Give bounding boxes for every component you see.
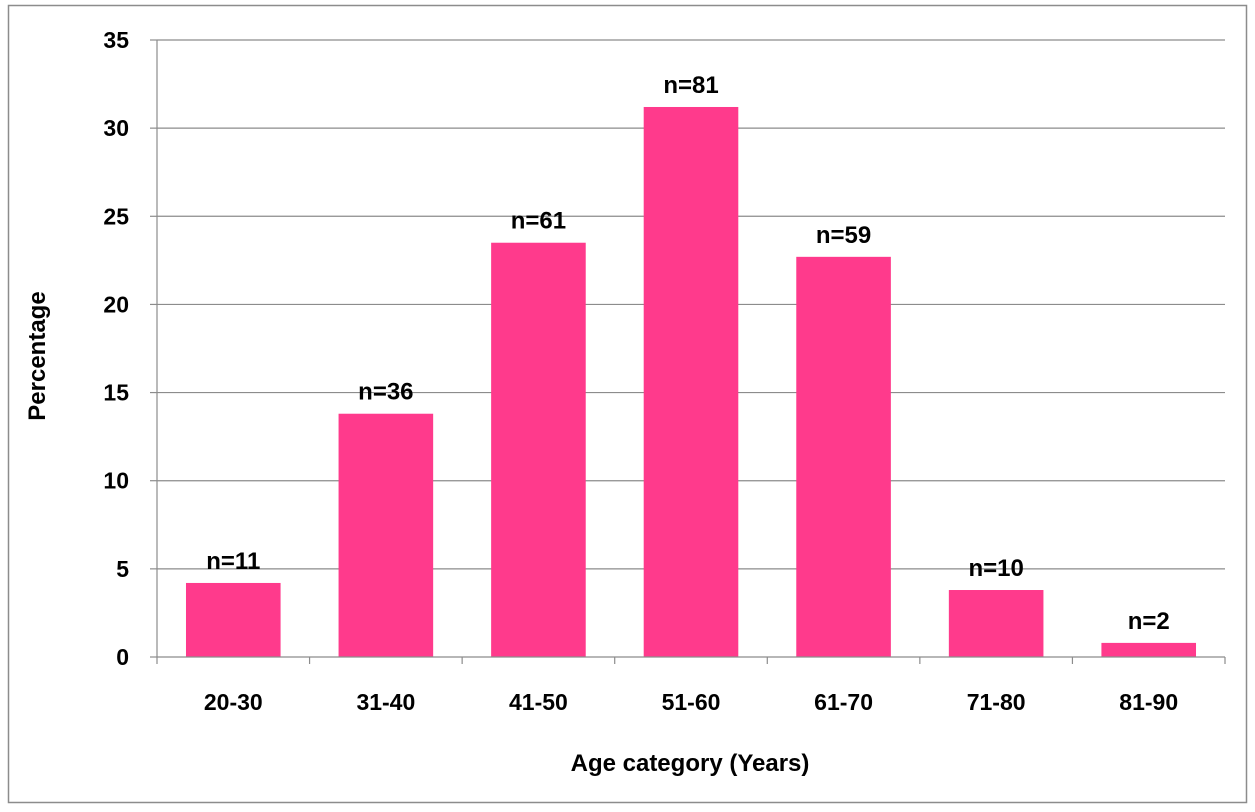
chart-frame xyxy=(7,4,1248,804)
bar-41-50 xyxy=(491,242,586,657)
data-label: n=11 xyxy=(206,548,260,575)
y-tick-label: 5 xyxy=(116,556,129,582)
labels: 0 5 10 15 20 25 30 35 20-30 n=11 31-40 n=36 41-50 n=6… xyxy=(103,27,1178,715)
data-label: n=81 xyxy=(663,72,718,99)
x-tick-label: 20-30 xyxy=(204,689,263,715)
data-label: n=36 xyxy=(358,379,413,406)
x-tick-label: 31-40 xyxy=(356,689,415,715)
x-tick-label: 71-80 xyxy=(967,689,1026,715)
x-tick-label: 61-70 xyxy=(814,689,873,715)
y-tick-label: 10 xyxy=(103,468,129,494)
bar-61-70 xyxy=(796,256,891,657)
y-tick-label: 0 xyxy=(116,644,129,670)
bar-71-80 xyxy=(948,590,1044,657)
data-label: n=61 xyxy=(511,208,566,235)
data-label: n=2 xyxy=(1128,608,1170,635)
y-tick-label: 15 xyxy=(103,380,129,406)
x-axis-title: Age category (Years) xyxy=(571,750,810,777)
bar-31-40 xyxy=(338,413,434,657)
bar-20-30 xyxy=(185,582,281,657)
data-label: n=10 xyxy=(968,555,1023,582)
y-tick-label: 20 xyxy=(103,291,129,317)
x-tick-label: 81-90 xyxy=(1119,689,1178,715)
y-tick-label: 25 xyxy=(103,203,129,229)
x-tick-label: 51-60 xyxy=(662,689,721,715)
bar-81-90 xyxy=(1101,642,1197,657)
bars xyxy=(185,106,1197,657)
y-tick-label: 30 xyxy=(103,115,129,141)
data-label: n=59 xyxy=(816,222,871,249)
x-tick-label: 41-50 xyxy=(509,689,568,715)
y-axis-title: Percentage xyxy=(24,291,51,420)
bar-51-60 xyxy=(643,106,739,657)
y-tick-label: 35 xyxy=(103,27,129,53)
axes xyxy=(150,39,1226,664)
